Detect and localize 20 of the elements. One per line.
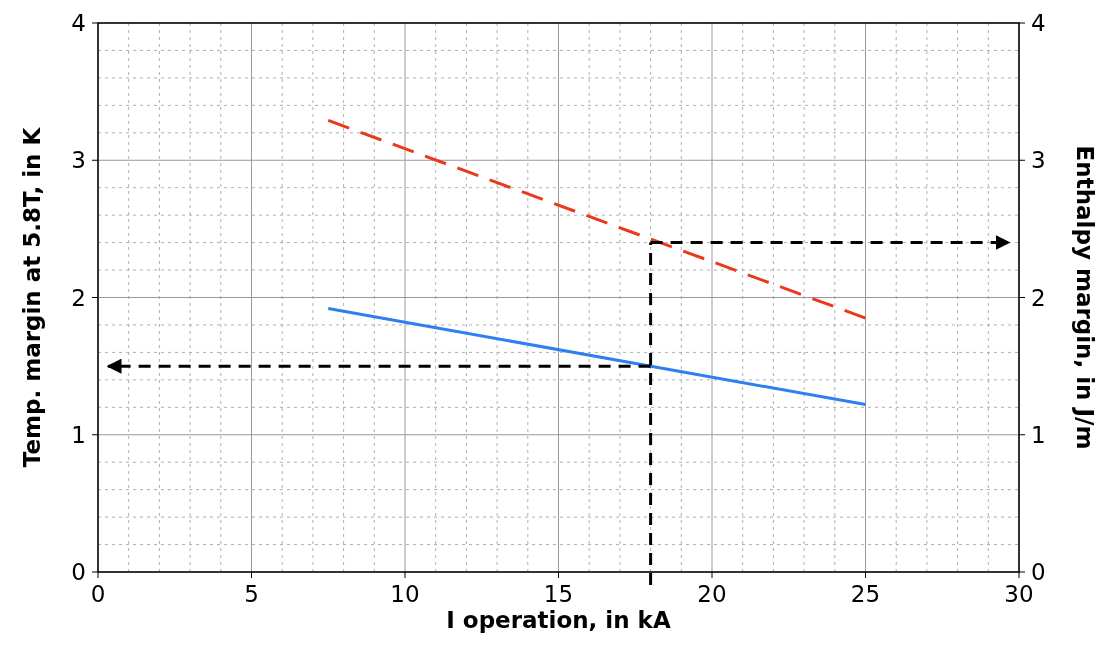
y-tick-label: 0 bbox=[71, 559, 86, 585]
x-tick-label: 0 bbox=[90, 581, 106, 607]
y2-axis-title: Enthalpy margin, in J/m bbox=[1072, 145, 1098, 450]
y-tick-label: 2 bbox=[71, 284, 86, 311]
y-tick-label: 4 bbox=[71, 10, 86, 36]
y-axis-title: Temp. margin at 5.8T, in K bbox=[19, 126, 45, 468]
x-axis-title: I operation, in kA bbox=[446, 607, 671, 633]
y2-tick-label: 2 bbox=[1031, 284, 1046, 311]
x-tick-label: 15 bbox=[543, 581, 574, 607]
x-tick-label: 30 bbox=[1004, 581, 1034, 607]
y2-tick-label: 4 bbox=[1031, 10, 1046, 36]
y2-tick-label: 0 bbox=[1031, 559, 1046, 585]
x-tick-label: 20 bbox=[697, 581, 727, 607]
x-tick-label: 10 bbox=[390, 581, 420, 607]
y2-tick-label: 1 bbox=[1031, 421, 1046, 448]
x-tick-label: 5 bbox=[244, 581, 259, 607]
y2-tick-label: 3 bbox=[1031, 147, 1046, 174]
y-tick-label: 1 bbox=[71, 421, 86, 448]
y-tick-label: 3 bbox=[71, 147, 86, 174]
x-tick-label: 25 bbox=[850, 581, 881, 607]
